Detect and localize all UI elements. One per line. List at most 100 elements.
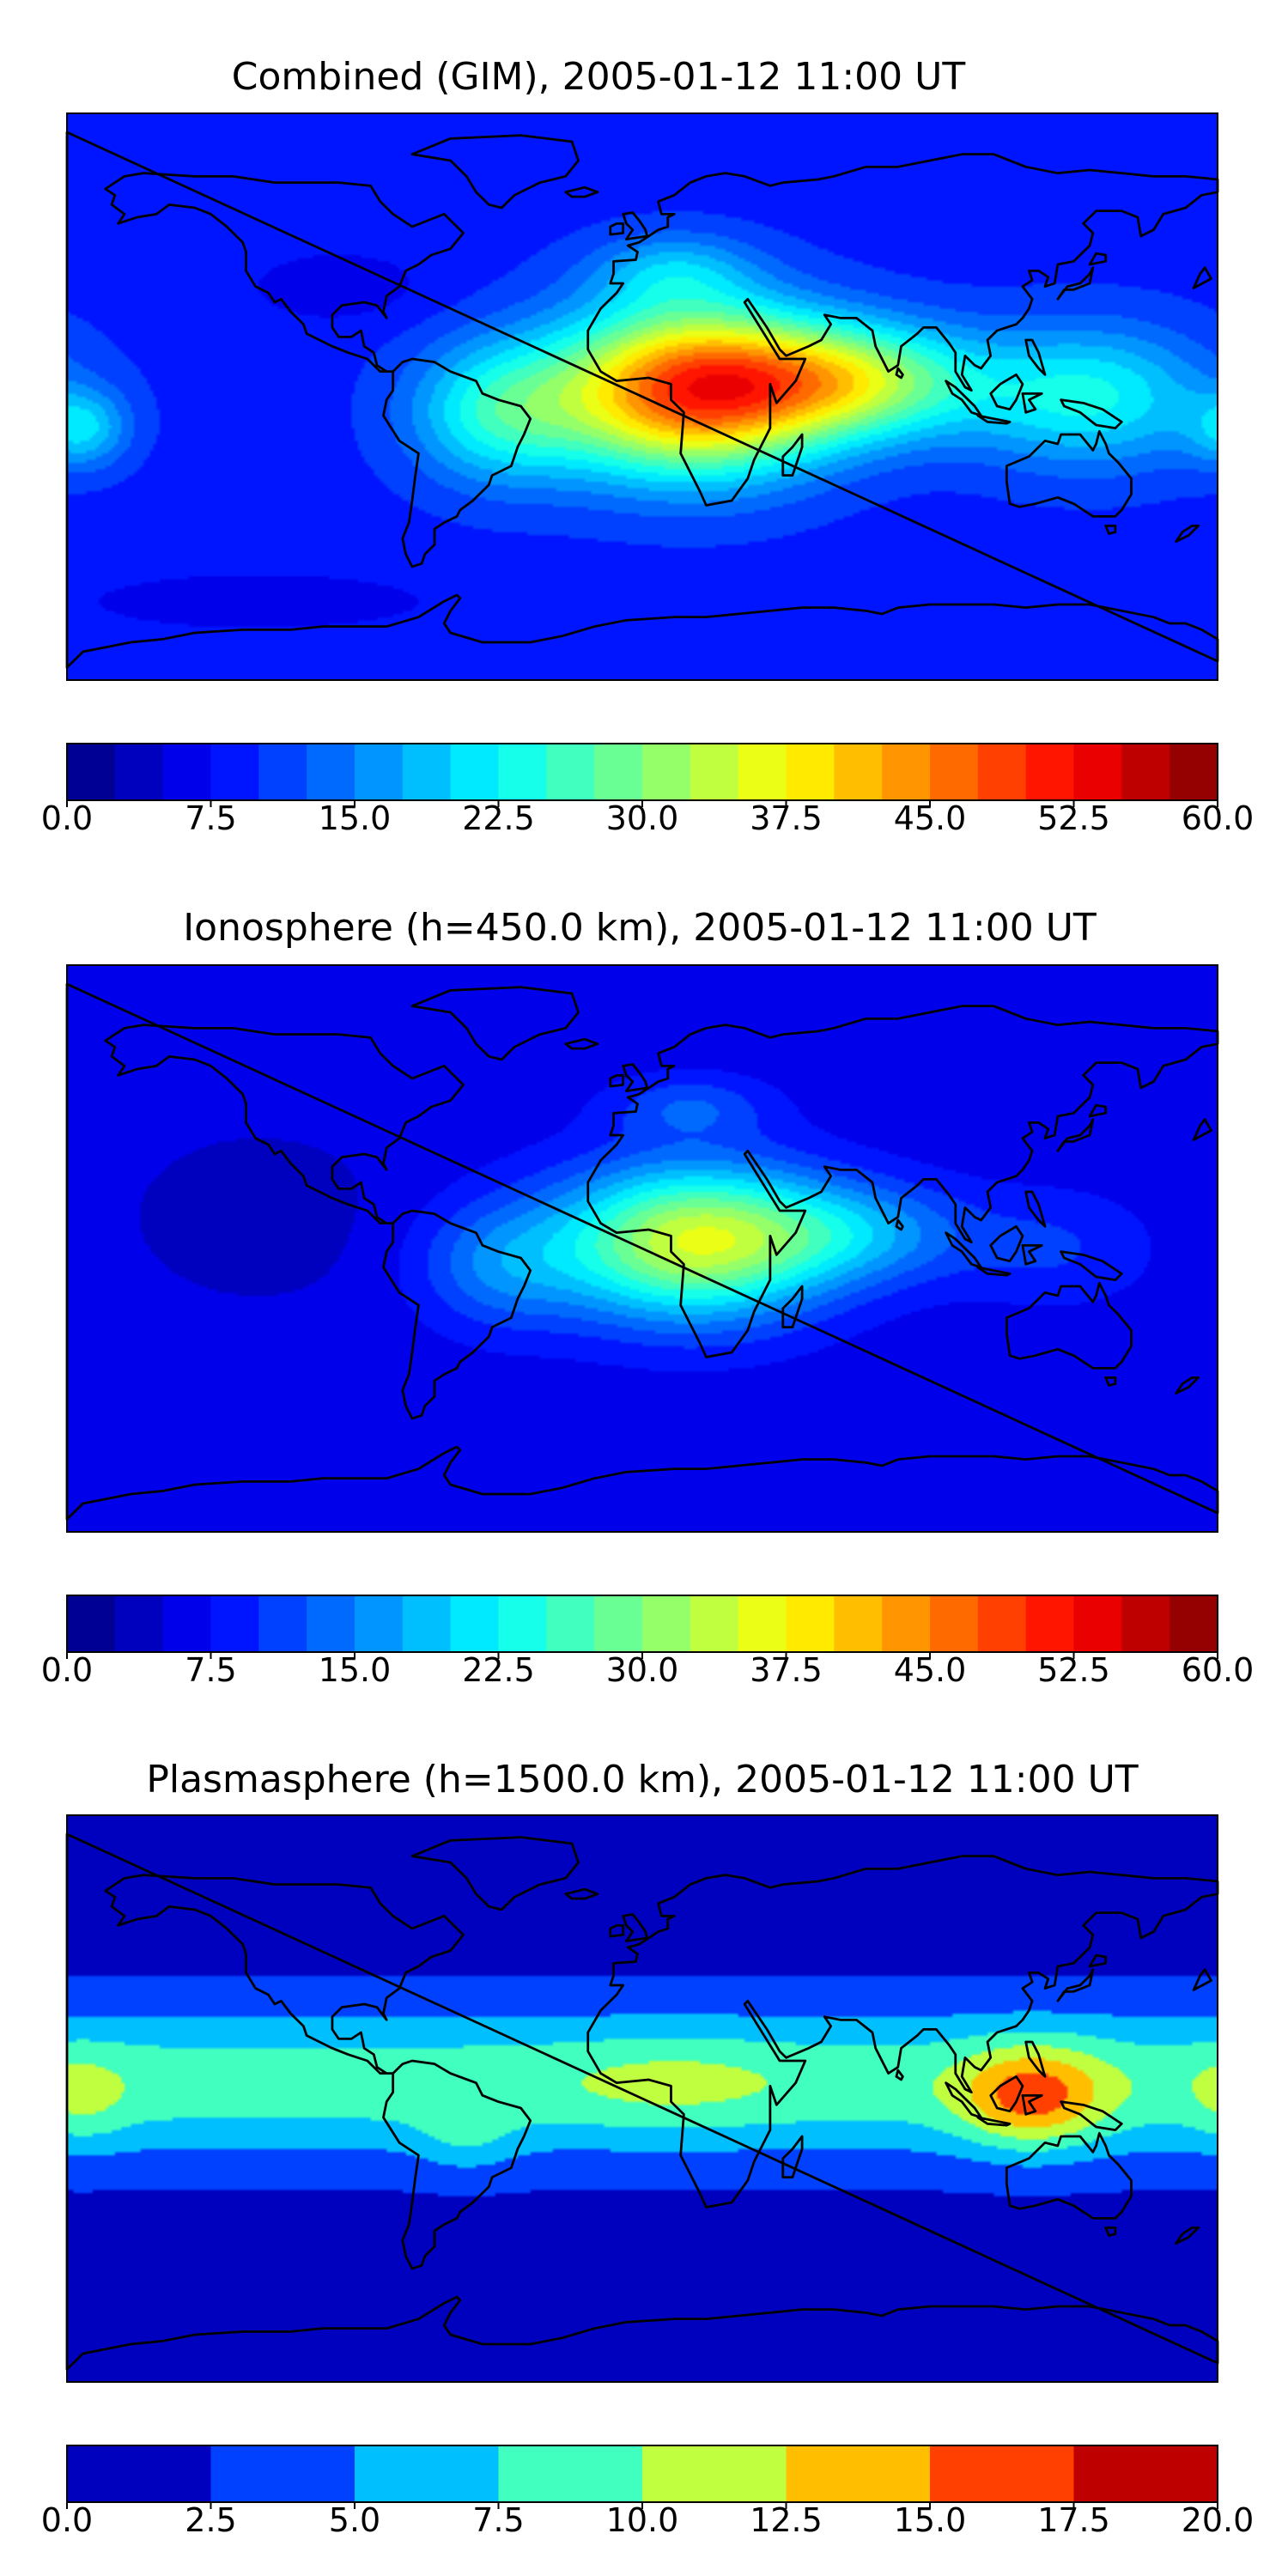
colorbar-tick-label: 7.5 <box>472 2501 524 2539</box>
colorbar-swatch <box>1073 2445 1218 2502</box>
colorbar-ticks-plasmasphere: 0.0 2.5 5.0 7.5 10.0 12.5 15.0 17.5 20.0 <box>41 2501 1255 2539</box>
colorbar-swatch <box>546 1595 595 1652</box>
colorbar-swatch <box>882 1595 931 1652</box>
colorbar-plasmasphere <box>66 2445 1218 2503</box>
colorbar-swatch <box>498 2445 643 2502</box>
colorbar-swatch <box>642 1595 691 1652</box>
colorbar-swatch <box>307 744 355 800</box>
panel-ionosphere: Ionosphere (h=450.0 km), 2005-01-12 11:0… <box>41 906 1255 1689</box>
colorbar-tick-label: 30.0 <box>606 1651 679 1689</box>
colorbar-swatch <box>210 744 259 800</box>
colorbar-tick-label: 0.0 <box>41 799 93 837</box>
colorbar-swatch <box>1073 744 1122 800</box>
map-plasmasphere <box>65 1814 1219 2383</box>
colorbar-swatch <box>355 1595 404 1652</box>
panel-plasmasphere: Plasmasphere (h=1500.0 km), 2005-01-12 1… <box>41 1758 1255 2539</box>
map-frame-plasmasphere <box>66 1814 1218 2383</box>
colorbar-swatch <box>355 744 404 800</box>
colorbar-tick-label: 45.0 <box>894 1651 967 1689</box>
colorbar-swatch <box>977 744 1027 800</box>
colorbar-swatch <box>114 744 164 800</box>
colorbar-tick-label: 52.5 <box>1037 1651 1110 1689</box>
colorbar-swatch <box>786 2445 931 2502</box>
colorbar-tick-label: 17.5 <box>1037 2501 1110 2539</box>
colorbar-swatch <box>930 744 979 800</box>
colorbar-swatch <box>882 744 931 800</box>
colorbar-swatch <box>162 744 212 800</box>
colorbar-tick-label: 2.5 <box>185 2501 236 2539</box>
colorbar-swatch <box>834 1595 883 1652</box>
colorbar-ticks-ionosphere: 0.0 7.5 15.0 22.5 30.0 37.5 45.0 52.5 60.0 <box>41 1651 1255 1689</box>
colorbar-swatch <box>162 1595 212 1652</box>
colorbar-tick-label: 0.0 <box>41 2501 93 2539</box>
colorbar-swatch <box>834 744 883 800</box>
colorbar-swatch <box>690 744 739 800</box>
colorbar-swatch <box>1073 1595 1122 1652</box>
colorbar-swatch <box>210 1595 259 1652</box>
colorbar-tick-label: 30.0 <box>606 799 679 837</box>
colorbar-swatch <box>1121 1595 1170 1652</box>
colorbar-swatch <box>1121 744 1170 800</box>
colorbar-swatch <box>114 1595 164 1652</box>
colorbar-swatch <box>498 1595 547 1652</box>
map-frame-ionosphere <box>66 964 1218 1533</box>
colorbar-swatch <box>498 744 547 800</box>
colorbar-tick-label: 12.5 <box>750 2501 823 2539</box>
colorbar-swatch <box>258 744 307 800</box>
colorbar-swatch <box>642 744 691 800</box>
map-ionosphere <box>65 964 1219 1533</box>
colorbar-swatch <box>977 1595 1027 1652</box>
colorbar-tick-label: 37.5 <box>750 1651 823 1689</box>
colorbar-swatch <box>930 1595 979 1652</box>
colorbar-swatch <box>738 1595 787 1652</box>
colorbar-swatch <box>786 1595 835 1652</box>
panel-title-combined: Combined (GIM), 2005-01-12 11:00 UT <box>232 55 966 99</box>
colorbar-ticks-combined: 0.0 7.5 15.0 22.5 30.0 37.5 45.0 52.5 60.0 <box>41 799 1255 837</box>
colorbar-tick-label: 7.5 <box>185 1651 236 1689</box>
colorbar-swatch <box>1025 1595 1075 1652</box>
colorbar-swatch <box>1170 1595 1218 1652</box>
colorbar-ionosphere <box>66 1595 1218 1653</box>
colorbar-tick-label: 37.5 <box>750 799 823 837</box>
colorbar-swatch <box>1025 744 1075 800</box>
colorbar-tick-label: 45.0 <box>894 799 967 837</box>
colorbar-swatch <box>307 1595 355 1652</box>
colorbar-swatch <box>450 744 500 800</box>
colorbar-swatch <box>786 744 835 800</box>
colorbar-tick-label: 5.0 <box>329 2501 380 2539</box>
colorbar-tick-label: 15.0 <box>894 2501 967 2539</box>
colorbar-swatch <box>738 744 787 800</box>
colorbar-swatch <box>67 2445 212 2502</box>
colorbar-swatch <box>355 2445 500 2502</box>
colorbar-combined <box>66 743 1218 801</box>
colorbar-swatch <box>67 744 116 800</box>
map-frame-combined <box>66 112 1218 681</box>
panel-title-plasmasphere: Plasmasphere (h=1500.0 km), 2005-01-12 1… <box>146 1758 1138 1801</box>
colorbar-tick-label: 60.0 <box>1182 799 1255 837</box>
colorbar-tick-label: 10.0 <box>606 2501 679 2539</box>
map-combined <box>65 112 1219 681</box>
colorbar-swatch <box>594 1595 643 1652</box>
colorbar-tick-label: 15.0 <box>319 1651 392 1689</box>
colorbar-swatch <box>258 1595 307 1652</box>
panel-title-ionosphere: Ionosphere (h=450.0 km), 2005-01-12 11:0… <box>183 906 1097 950</box>
colorbar-swatch <box>402 744 452 800</box>
colorbar-tick-label: 0.0 <box>41 1651 93 1689</box>
panel-combined: Combined (GIM), 2005-01-12 11:00 UT 0.0 7… <box>41 55 1255 837</box>
colorbar-swatch <box>930 2445 1075 2502</box>
colorbar-swatch <box>67 1595 116 1652</box>
colorbar-swatch <box>690 1595 739 1652</box>
colorbar-swatch <box>210 2445 355 2502</box>
colorbar-swatch <box>1170 744 1218 800</box>
colorbar-tick-label: 20.0 <box>1182 2501 1255 2539</box>
colorbar-tick-label: 22.5 <box>462 799 535 837</box>
colorbar-tick-label: 22.5 <box>462 1651 535 1689</box>
colorbar-swatch <box>450 1595 500 1652</box>
colorbar-swatch <box>402 1595 452 1652</box>
colorbar-swatch <box>642 2445 787 2502</box>
colorbar-swatch <box>594 744 643 800</box>
colorbar-tick-label: 7.5 <box>185 799 236 837</box>
colorbar-swatch <box>546 744 595 800</box>
colorbar-tick-label: 15.0 <box>319 799 392 837</box>
